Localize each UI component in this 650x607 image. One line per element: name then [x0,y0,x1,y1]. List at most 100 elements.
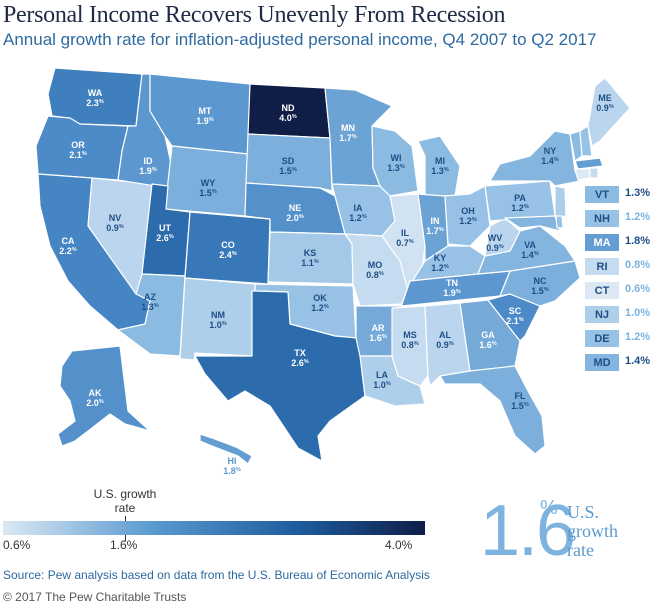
state-code-oh: OH [461,206,475,216]
state-value-mn: 1.7% [339,133,357,143]
state-value-sc: 2.1% [506,316,524,326]
state-code-mn: MN [341,123,355,133]
state-value-ut: 2.6% [156,233,174,243]
state-value-al: 0.9% [436,340,454,350]
pct-sign: % [449,341,454,347]
state-code-nv: NV [109,213,122,223]
northeast-legend-row: RI 0.8% [585,258,650,275]
scale-mid-label: 1.6% [110,538,138,552]
state-code-co: CO [221,240,235,250]
state-code-ky: KY [434,253,447,263]
pct-sign: % [72,247,77,253]
northeast-state-code: DE [585,330,619,347]
state-value-wa: 2.3% [86,98,104,108]
state-value-me: 0.9% [596,103,614,113]
northeast-state-value: 1.4% [625,355,650,367]
state-wv-shape [484,217,521,257]
pct-sign: % [154,303,159,309]
northeast-state-code: RI [585,258,619,275]
state-value-nm: 1.0% [209,320,227,330]
pct-sign: % [492,341,497,347]
pct-sign: % [236,467,241,473]
state-code-ia: IA [354,203,364,213]
northeast-state-code: VT [585,186,619,203]
chart-title: Personal Income Recovers Unevenly From R… [3,2,506,28]
state-ga-shape [459,299,521,372]
pct-sign: % [609,104,614,110]
us-growth-pct: % [540,497,558,519]
state-value-az: 1.3% [141,302,159,312]
state-me-shape [587,77,631,147]
state-tx-shape [194,290,366,462]
us-growth-marker-label: U.S. growth rate [93,487,157,515]
northeast-state-code: MA [585,234,619,251]
state-code-sd: SD [282,156,295,166]
state-value-sd: 1.5% [279,166,297,176]
northeast-legend-row: VT 1.3% [585,186,650,203]
pct-sign: % [409,239,414,245]
pct-sign: % [519,317,524,323]
state-code-nc: NC [534,276,547,286]
state-hi-shape [199,433,253,465]
pct-sign: % [379,271,384,277]
pct-sign: % [232,251,237,257]
northeast-legend-row: DE 1.2% [585,330,650,347]
state-value-ne: 2.0% [286,213,304,223]
state-value-va: 1.4% [521,250,539,260]
state-code-wi: WI [391,153,402,163]
pct-sign: % [456,289,461,295]
pct-sign: % [304,359,309,365]
northeast-state-value: 1.2% [625,331,650,343]
state-code-mo: MO [368,260,383,270]
pct-sign: % [499,244,504,250]
state-value-hi: 1.8% [223,466,241,476]
state-ny-shape [489,130,581,187]
pct-sign: % [314,259,319,265]
state-fl-shape [439,365,546,455]
pct-sign: % [444,167,449,173]
state-code-ne: NE [289,203,302,213]
state-value-id: 1.9% [139,166,157,176]
pct-sign: % [119,224,124,230]
northeast-state-code: NH [585,210,619,227]
pct-sign: % [444,264,449,270]
state-value-ky: 1.2% [431,263,449,273]
state-code-ca: CA [62,236,75,246]
state-ct-shape [574,168,591,181]
state-code-tn: TN [446,278,458,288]
pct-sign: % [524,204,529,210]
state-code-sc: SC [509,306,522,316]
state-code-mi: MI [435,156,445,166]
pct-sign: % [534,251,539,257]
state-code-tx: TX [294,348,306,358]
state-ri-shape [589,167,599,179]
state-md-shape [504,215,561,232]
pct-sign: % [382,334,387,340]
pct-sign: % [222,321,227,327]
state-code-nd: ND [282,103,295,113]
chart-subtitle: Annual growth rate for inflation-adjuste… [3,30,597,49]
pct-sign: % [212,189,217,195]
pct-sign: % [386,381,391,387]
state-code-ks: KS [304,248,317,258]
pct-sign: % [352,134,357,140]
state-code-la: LA [376,370,388,380]
pct-sign: % [400,164,405,170]
pct-sign: % [544,287,549,293]
northeast-state-code: NJ [585,306,619,323]
state-code-wv: WV [488,233,503,243]
pct-sign: % [99,399,104,405]
pct-sign: % [362,214,367,220]
state-code-mt: MT [199,106,212,116]
northeast-legend-row: MD 1.4% [585,354,650,371]
pct-sign: % [152,167,157,173]
pct-sign: % [439,227,444,233]
state-value-fl: 1.5% [511,401,529,411]
state-code-fl: FL [515,391,526,401]
pct-sign: % [292,167,297,173]
color-scale-bar [3,521,425,535]
state-value-ks: 1.1% [301,258,319,268]
state-value-wi: 1.3% [387,163,405,173]
northeast-state-value: 1.3% [625,187,650,199]
state-value-mt: 1.9% [196,116,214,126]
